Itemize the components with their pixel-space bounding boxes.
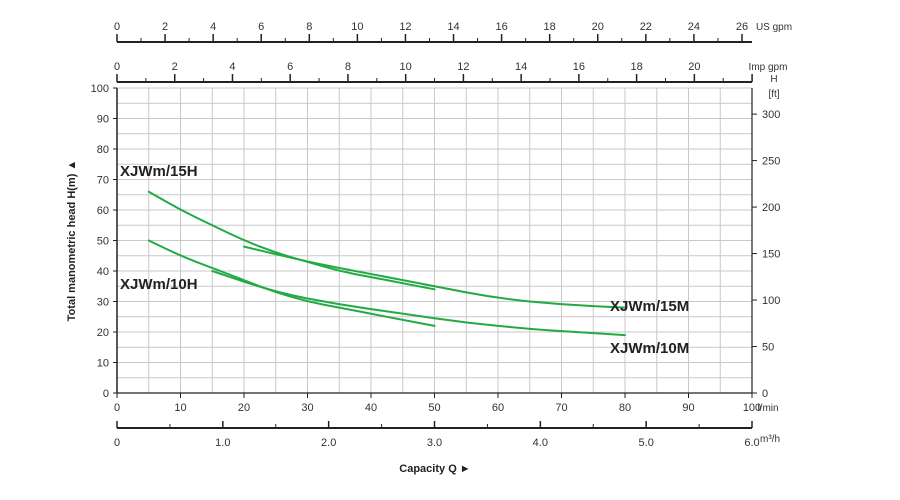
top-axis-tick-label: 10 — [351, 21, 363, 33]
top-axis-tick-label: 14 — [447, 21, 459, 33]
top-axis-tick-label: 10 — [400, 61, 412, 73]
x-tick-label: 0 — [114, 402, 120, 414]
series-label-xjwm-15h: XJWm/15H — [120, 163, 198, 180]
top-axis-tick-label: 20 — [592, 21, 604, 33]
m3h-tick-label: 3.0 — [427, 437, 442, 449]
y-tick-label: 10 — [97, 358, 109, 370]
y-tick-label: 30 — [97, 297, 109, 309]
y-tick-label: 0 — [103, 388, 109, 400]
x-tick-label: 50 — [428, 402, 440, 414]
y-tick-label: 20 — [97, 327, 109, 339]
top-axis-tick-label: 24 — [688, 21, 700, 33]
x-tick-label: 30 — [301, 402, 313, 414]
top-axis-tick-label: 22 — [640, 21, 652, 33]
top-axis-tick-label: 20 — [688, 61, 700, 73]
x-axis-title: Capacity Q ► — [399, 463, 470, 475]
y-tick-label: 50 — [97, 236, 109, 248]
x-tick-label: 100 — [743, 402, 761, 414]
x-tick-label: 60 — [492, 402, 504, 414]
curve-xjwm-15m — [243, 245, 626, 309]
top-axis-tick-label: 8 — [306, 21, 312, 33]
y-tick-label: 90 — [97, 114, 109, 126]
top-axis-tick-label: 0 — [114, 61, 120, 73]
m3h-tick-label: 5.0 — [639, 437, 654, 449]
top-axis-unit: Imp gpm — [749, 62, 788, 73]
x-tick-label: 40 — [365, 402, 377, 414]
top-axis-tick-label: 14 — [515, 61, 527, 73]
y-tick-label: 40 — [97, 266, 109, 278]
x-axis-unit: l/min — [757, 403, 778, 414]
curve-xjwm-10m — [211, 270, 626, 337]
y-tick-label: 60 — [97, 205, 109, 217]
x-tick-label: 20 — [238, 402, 250, 414]
top-axis-tick-label: 2 — [172, 61, 178, 73]
y2-tick-label: 250 — [762, 156, 780, 168]
y2-tick-label: 300 — [762, 109, 780, 121]
curve-xjwm-15h — [147, 190, 436, 291]
y-tick-label: 80 — [97, 144, 109, 156]
top-axis-tick-label: 16 — [573, 61, 585, 73]
top-axis-tick-label: 4 — [210, 21, 216, 33]
m3h-axis-unit: m³/h — [760, 434, 780, 445]
y2-axis-unit: [ft] — [768, 89, 779, 100]
labels: XJWm/15H XJWm/15M XJWm/10H XJWm/10M — [120, 163, 689, 357]
y2-axis-title: H — [770, 74, 777, 85]
top-axis-tick-label: 18 — [544, 21, 556, 33]
series-label-xjwm-15m: XJWm/15M — [610, 298, 689, 315]
grid — [116, 87, 753, 394]
y2-tick-label: 200 — [762, 202, 780, 214]
x-tick-label: 80 — [619, 402, 631, 414]
m3h-tick-label: 0 — [114, 437, 120, 449]
top-axis-tick-label: 4 — [229, 61, 235, 73]
x-tick-label: 10 — [174, 402, 186, 414]
series-label-xjwm-10m: XJWm/10M — [610, 340, 689, 357]
top-axis-tick-label: 12 — [457, 61, 469, 73]
top-axis-tick-label: 6 — [287, 61, 293, 73]
m3h-tick-label: 4.0 — [533, 437, 548, 449]
top-axis-tick-label: 26 — [736, 21, 748, 33]
y2-tick-label: 100 — [762, 295, 780, 307]
x-tick-label: 90 — [682, 402, 694, 414]
top-axis-tick-label: 12 — [399, 21, 411, 33]
top-axis-tick-label: 16 — [495, 21, 507, 33]
top-axis-tick-label: 0 — [114, 21, 120, 33]
y2-tick-label: 0 — [762, 388, 768, 400]
series-label-xjwm-10h: XJWm/10H — [120, 276, 198, 293]
top-axis-unit: US gpm — [756, 22, 792, 33]
y-tick-label: 70 — [97, 175, 109, 187]
m3h-tick-label: 1.0 — [215, 437, 230, 449]
y-tick-label: 100 — [91, 83, 109, 95]
y2-tick-label: 150 — [762, 249, 780, 261]
top-axis-tick-label: 8 — [345, 61, 351, 73]
curves — [147, 190, 626, 337]
m3h-tick-label: 2.0 — [321, 437, 336, 449]
m3h-tick-label: 6.0 — [744, 437, 759, 449]
top-axis-tick-label: 2 — [162, 21, 168, 33]
x-tick-label: 70 — [555, 402, 567, 414]
top-axis-tick-label: 6 — [258, 21, 264, 33]
y2-tick-label: 50 — [762, 342, 774, 354]
y-axis-title: Total manometric head H(m) ▲ — [66, 160, 78, 322]
top-axis-tick-label: 18 — [630, 61, 642, 73]
